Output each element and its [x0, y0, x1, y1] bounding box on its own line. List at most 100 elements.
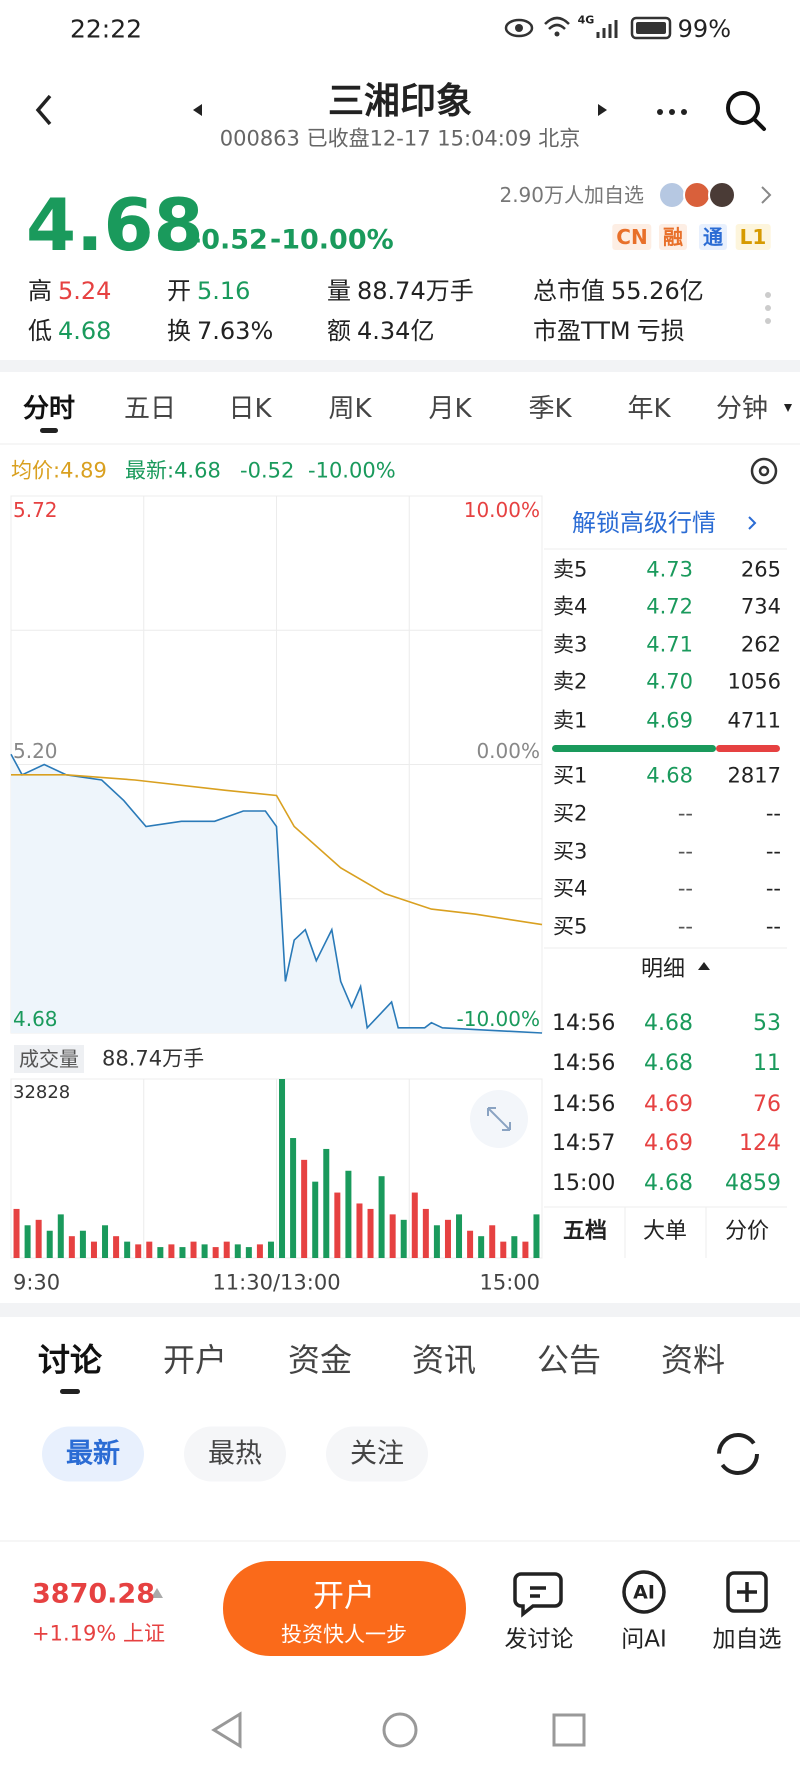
x-tick-label: 15:00 [479, 1270, 540, 1295]
search-button[interactable] [726, 91, 760, 125]
next-button[interactable] [598, 104, 607, 116]
action-label[interactable]: 加自选 [712, 1626, 782, 1653]
book-price: -- [677, 839, 693, 864]
wifi-icon [554, 31, 560, 37]
detail-volume: 4859 [725, 1171, 781, 1196]
detail-time: 14:56 [552, 1051, 616, 1076]
volume-bar [79, 1230, 86, 1258]
subtitle: 000863 已收盘12-17 15:04:09 北京 [219, 126, 581, 151]
book-label: 卖1 [553, 708, 588, 733]
volume-bar [411, 1192, 418, 1258]
book-price: 4.70 [646, 669, 693, 694]
detail-volume: 53 [753, 1011, 781, 1036]
section-tab[interactable]: 资金 [287, 1341, 353, 1379]
wifi-icon [544, 16, 570, 30]
nav-home[interactable] [382, 1712, 418, 1748]
detail-price: 4.68 [644, 1051, 693, 1076]
ai-icon-text: AI [633, 1581, 655, 1604]
sort-icon [698, 962, 710, 970]
chart-tab[interactable]: 月K [428, 394, 472, 424]
volume-bar [433, 1225, 440, 1258]
section-tab[interactable]: 公告 [536, 1341, 602, 1379]
chart-tab[interactable]: 五日 [123, 394, 177, 424]
section-tab[interactable]: 讨论 [37, 1341, 103, 1379]
avatar [708, 181, 736, 209]
detail-volume: 11 [753, 1051, 781, 1076]
chart-tab[interactable]: 分时 [22, 394, 76, 424]
detail-price: 4.69 [644, 1092, 693, 1117]
stat-label: 开 [167, 277, 191, 305]
volume-bar [157, 1247, 164, 1258]
volume-bar [212, 1247, 219, 1258]
volume-bar [356, 1203, 363, 1258]
book-price: -- [677, 914, 693, 939]
open-account-button[interactable] [223, 1561, 466, 1656]
back-button[interactable] [35, 94, 52, 126]
button-label[interactable]: 开户 [313, 1578, 375, 1615]
time: 22:22 [70, 14, 143, 44]
detail-time: 14:56 [552, 1092, 616, 1117]
refresh-button[interactable] [717, 1433, 759, 1475]
index-change: +1.19% 上证 [32, 1621, 165, 1646]
volume-bar [168, 1244, 175, 1258]
section-tab[interactable]: 开户 [162, 1341, 228, 1379]
chart-tab[interactable]: 日K [228, 394, 272, 424]
legend-avg: 均价:4.89 [11, 458, 107, 483]
volume-bar [245, 1247, 252, 1258]
volume-bar [478, 1236, 485, 1258]
separator [0, 1303, 800, 1317]
y-tick-label: 5.72 [13, 498, 58, 522]
book-tab[interactable]: 分价 [724, 1219, 770, 1244]
volume-bar [511, 1236, 518, 1258]
volume-bar [102, 1225, 109, 1258]
book-volume: -- [765, 839, 781, 864]
add-icon [737, 1582, 757, 1602]
book-price: -- [677, 801, 693, 826]
book-label: 买4 [553, 876, 588, 901]
index-value: 3870.28 [32, 1578, 155, 1610]
more-button[interactable] [657, 109, 687, 115]
tab-indicator [60, 1389, 80, 1394]
chart-tab[interactable]: 分钟 [715, 394, 769, 424]
book-tab[interactable]: 大单 [642, 1219, 688, 1244]
legend-latest: 最新:4.68 [125, 458, 221, 483]
stat-value: 7.63% [197, 317, 274, 345]
unlock-link[interactable]: 解锁高级行情 [572, 509, 716, 537]
chart-tab[interactable]: 周K [328, 394, 372, 424]
chart-tab[interactable]: 季K [528, 394, 572, 424]
book-volume: -- [765, 801, 781, 826]
badge: 融 [659, 224, 687, 250]
nav-back[interactable] [211, 1711, 242, 1749]
prev-button[interactable] [193, 104, 202, 116]
volume-bar [256, 1244, 263, 1258]
volume-bar [279, 1079, 286, 1258]
book-label: 卖2 [553, 669, 588, 694]
avatar [658, 181, 686, 209]
battery: 99% [677, 15, 731, 43]
section-tab[interactable]: 资料 [660, 1341, 726, 1379]
filter-pill[interactable]: 最新 [42, 1426, 144, 1482]
detail-volume: 76 [753, 1092, 781, 1117]
filter-pill[interactable]: 关注 [326, 1426, 428, 1482]
arrow [748, 516, 757, 530]
x-tick-label: 9:30 [13, 1270, 61, 1295]
detail-volume: 124 [739, 1131, 781, 1156]
book-label: 卖3 [553, 632, 588, 657]
volume-bar [90, 1241, 97, 1258]
filter-pill[interactable]: 最热 [184, 1426, 286, 1482]
action-label[interactable]: 问AI [621, 1626, 667, 1653]
chart-tab[interactable]: 年K [627, 394, 671, 424]
settings-button[interactable] [750, 457, 778, 485]
book-volume: 734 [740, 594, 781, 619]
ai-icon [622, 1570, 666, 1614]
network: 4G [577, 13, 595, 27]
volume-bar [146, 1241, 153, 1258]
nav-recent[interactable] [552, 1713, 586, 1747]
section-tab[interactable]: 资讯 [411, 1341, 477, 1379]
y-tick-label: 4.68 [13, 1007, 58, 1031]
change: -0.52 [190, 224, 268, 256]
book-volume: -- [765, 876, 781, 901]
action-label[interactable]: 发讨论 [504, 1626, 574, 1653]
volume-bar [378, 1176, 385, 1258]
book-tab[interactable]: 五档 [562, 1219, 608, 1244]
